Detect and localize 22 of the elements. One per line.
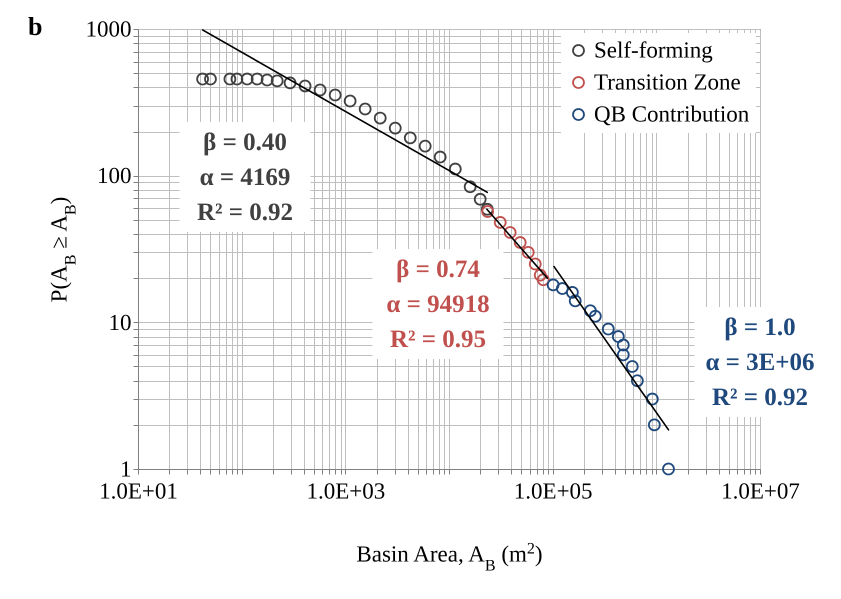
legend-label: QB Contribution bbox=[594, 102, 750, 126]
annotation: R² = 0.92 bbox=[196, 199, 294, 226]
legend-label: Transition Zone bbox=[594, 70, 741, 94]
annotation: β = 0.40 bbox=[203, 129, 287, 156]
y-tick-label: 10 bbox=[108, 310, 132, 335]
annotation: β = 0.74 bbox=[396, 256, 480, 283]
x-axis-title: Basin Area, A$_{B}$ (m$^{2}$) bbox=[356, 540, 543, 574]
x-tick-label: 1.0E+05 bbox=[514, 478, 593, 504]
x-tick-label: 1.0E+03 bbox=[306, 478, 386, 504]
x-tick-label: 1.0E+01 bbox=[99, 478, 178, 504]
annotation: R² = 0.95 bbox=[390, 326, 486, 353]
chart-title: b bbox=[28, 12, 42, 41]
annotation: α = 3E+06 bbox=[705, 349, 815, 376]
y-tick-label: 1 bbox=[120, 456, 132, 482]
annotation: α = 4169 bbox=[200, 164, 290, 191]
y-tick-label: 1000 bbox=[86, 16, 132, 42]
annotation: β = 1.0 bbox=[724, 314, 796, 341]
legend-label: Self-forming bbox=[594, 38, 714, 62]
x-tick-label: 1.0E+07 bbox=[721, 478, 800, 504]
annotation: R² = 0.92 bbox=[712, 384, 808, 411]
annotation: α = 94918 bbox=[386, 291, 490, 318]
y-tick-label: 100 bbox=[97, 163, 132, 188]
